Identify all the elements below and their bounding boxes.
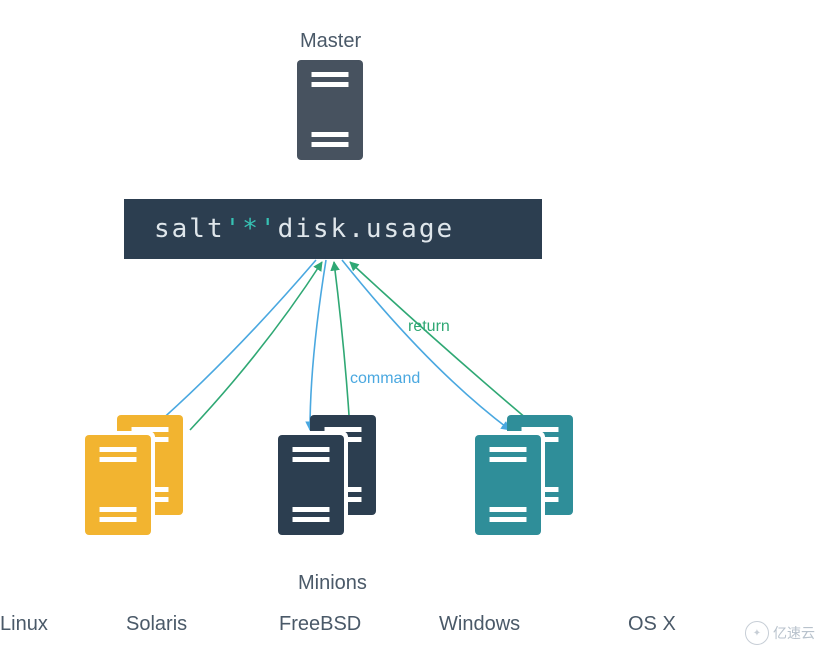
os-label-windows: Windows <box>439 613 520 636</box>
command-label: command <box>350 370 420 388</box>
minion-cluster-1 <box>278 415 376 535</box>
minion-cluster-0 <box>85 415 183 535</box>
minions-label: Minions <box>298 572 367 595</box>
command-text-func: disk.usage <box>278 214 455 244</box>
edge-return <box>350 262 540 430</box>
edge-command <box>342 260 510 430</box>
server-icon <box>475 435 541 535</box>
watermark: ✦ 亿速云 <box>745 621 815 645</box>
os-label-freebsd: FreeBSD <box>279 613 361 636</box>
server-icon <box>278 435 344 535</box>
command-text-salt: salt <box>154 214 225 244</box>
watermark-icon: ✦ <box>745 621 769 645</box>
master-label: Master <box>300 30 361 53</box>
return-label: return <box>408 318 450 336</box>
edge-command <box>310 260 326 430</box>
os-label-os-x: OS X <box>628 613 676 636</box>
os-label-solaris: Solaris <box>126 613 187 636</box>
edge-return <box>190 262 322 430</box>
server-icon <box>85 435 151 535</box>
command-box: salt '*' disk.usage <box>124 199 542 259</box>
os-label-linux: Linux <box>0 613 48 636</box>
watermark-text: 亿速云 <box>773 623 815 643</box>
master-server-icon <box>297 60 363 160</box>
minion-cluster-2 <box>475 415 573 535</box>
edge-command <box>150 260 316 430</box>
command-text-target: '*' <box>225 214 278 244</box>
edge-return <box>334 262 350 430</box>
